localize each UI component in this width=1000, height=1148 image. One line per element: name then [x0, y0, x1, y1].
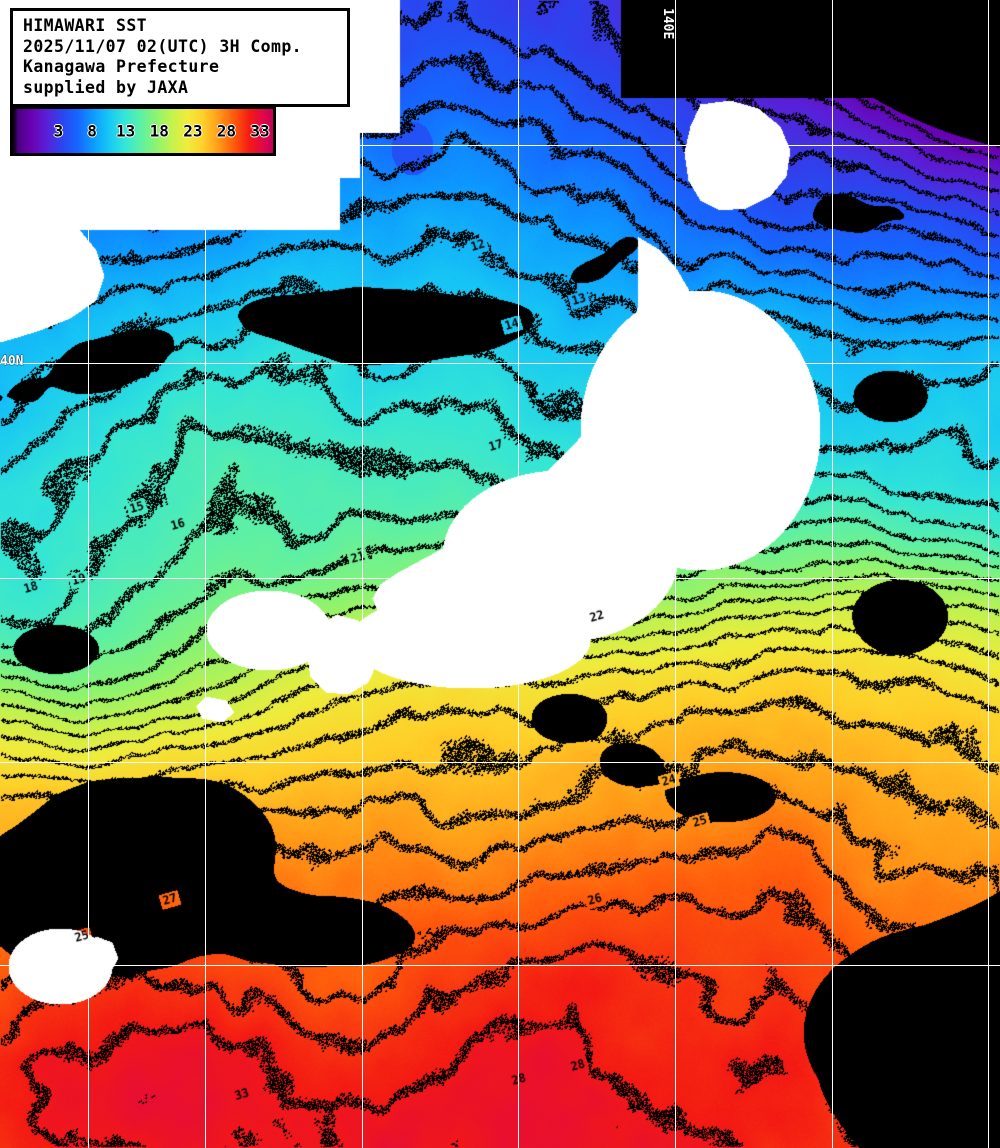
colorbar-tick-13: 13 — [116, 121, 136, 141]
title-line-credit: supplied by JAXA — [23, 77, 189, 97]
colorbar-tick-8: 8 — [87, 121, 97, 141]
colorbar-tick-33: 33 — [250, 121, 270, 141]
colorbar-tick-23: 23 — [183, 121, 203, 141]
lon-label-140e: 140E — [660, 8, 675, 40]
title-line-product: HIMAWARI SST — [23, 16, 148, 35]
colorbar-tick-28: 28 — [216, 121, 237, 141]
colorbar-tick-18: 18 — [149, 121, 169, 141]
colorbar-tick-labels: 3 8 13 18 23 28 33 — [13, 109, 273, 153]
title-box: HIMAWARI SST 2025/11/07 02(UTC) 3H Comp.… — [10, 8, 350, 107]
colorbar: 3 8 13 18 23 28 33 — [10, 106, 276, 156]
title-line-region: Kanagawa Prefecture — [23, 57, 220, 76]
colorbar-tick-3: 3 — [53, 121, 64, 141]
lat-label-40n: 40N — [0, 354, 24, 369]
colorbar-gradient — [13, 109, 273, 153]
title-line-datetime: 2025/11/07 02(UTC) 3H Comp. — [23, 36, 303, 56]
